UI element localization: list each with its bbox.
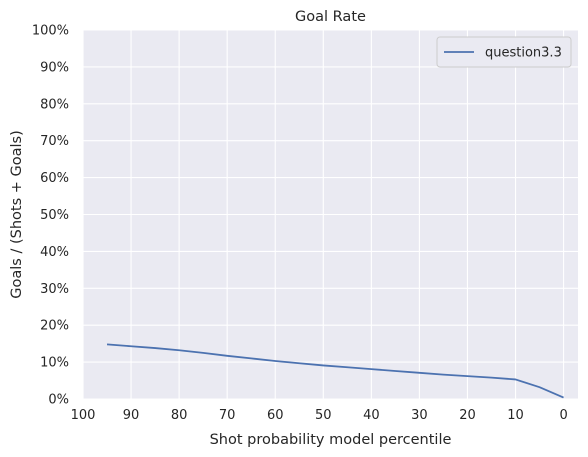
x-tick-label: 50 bbox=[315, 408, 332, 423]
x-tick-label: 20 bbox=[459, 408, 476, 423]
series-line-question3-3 bbox=[106, 343, 564, 399]
grid-lines bbox=[82, 29, 578, 400]
y-tick-label: 60% bbox=[40, 171, 69, 186]
y-tick-label: 90% bbox=[40, 60, 69, 75]
y-tick-label: 30% bbox=[40, 282, 69, 297]
series-layer bbox=[106, 343, 564, 399]
legend: question3.3 bbox=[436, 36, 572, 68]
x-tick-label: 80 bbox=[171, 408, 188, 423]
y-tick-labels: 0% 10% 20% 30% 40% 50% 60% 70% 80% 90% 100% bbox=[32, 24, 69, 408]
y-tick-label: 20% bbox=[40, 319, 69, 334]
legend-label-question3-3: question3.3 bbox=[485, 46, 562, 61]
y-tick-label: 10% bbox=[40, 356, 69, 371]
x-tick-label: 40 bbox=[363, 408, 380, 423]
y-tick-label: 0% bbox=[48, 393, 69, 408]
y-axis-title: Goals / (Shots + Goals) bbox=[9, 130, 25, 298]
x-tick-label: 90 bbox=[123, 408, 140, 423]
y-tick-label: 50% bbox=[40, 208, 69, 223]
y-tick-label: 100% bbox=[32, 24, 69, 39]
y-tick-label: 70% bbox=[40, 134, 69, 149]
x-tick-label: 100 bbox=[71, 408, 96, 423]
x-tick-label: 0 bbox=[559, 408, 567, 423]
legend-box bbox=[436, 36, 572, 68]
y-tick-label: 80% bbox=[40, 97, 69, 112]
x-tick-label: 10 bbox=[507, 408, 524, 423]
chart-title: Goal Rate bbox=[295, 9, 366, 25]
y-tick-label: 40% bbox=[40, 245, 69, 260]
x-axis-title: Shot probability model percentile bbox=[210, 432, 452, 448]
x-tick-label: 30 bbox=[411, 408, 428, 423]
x-tick-label: 70 bbox=[219, 408, 236, 423]
x-tick-label: 60 bbox=[267, 408, 284, 423]
x-tick-labels: 100 90 80 70 60 50 40 30 20 10 0 bbox=[71, 408, 568, 423]
